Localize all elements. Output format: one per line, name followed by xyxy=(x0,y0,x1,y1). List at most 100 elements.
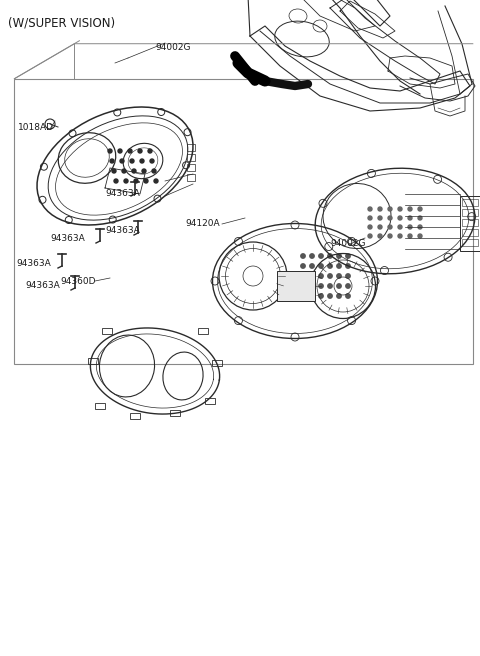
Circle shape xyxy=(310,284,314,288)
Circle shape xyxy=(328,254,332,258)
Circle shape xyxy=(134,179,138,183)
Circle shape xyxy=(337,254,341,258)
Bar xyxy=(462,239,478,246)
Circle shape xyxy=(138,149,142,153)
Circle shape xyxy=(310,294,314,298)
Circle shape xyxy=(310,274,314,278)
Circle shape xyxy=(148,149,152,153)
Circle shape xyxy=(301,284,305,288)
Circle shape xyxy=(408,216,412,220)
Circle shape xyxy=(328,264,332,268)
Bar xyxy=(187,174,195,181)
Circle shape xyxy=(388,225,392,229)
Circle shape xyxy=(378,216,382,220)
Text: 1018AD: 1018AD xyxy=(18,123,54,132)
Text: 94363A: 94363A xyxy=(105,189,140,198)
Circle shape xyxy=(120,159,124,163)
Circle shape xyxy=(114,179,118,183)
Circle shape xyxy=(346,264,350,268)
Bar xyxy=(462,219,478,226)
Circle shape xyxy=(337,284,341,288)
Circle shape xyxy=(319,294,323,298)
Circle shape xyxy=(310,254,314,258)
Circle shape xyxy=(128,149,132,153)
Circle shape xyxy=(310,264,314,268)
Circle shape xyxy=(408,207,412,211)
Circle shape xyxy=(346,294,350,298)
Text: 94363A: 94363A xyxy=(50,234,85,243)
Bar xyxy=(187,144,195,151)
Text: 94363A: 94363A xyxy=(105,226,140,235)
Circle shape xyxy=(337,294,341,298)
Circle shape xyxy=(140,159,144,163)
Circle shape xyxy=(398,216,402,220)
Circle shape xyxy=(346,274,350,278)
Bar xyxy=(462,209,478,216)
Bar xyxy=(277,271,315,301)
Circle shape xyxy=(301,254,305,258)
Circle shape xyxy=(122,169,126,173)
Text: 94002G: 94002G xyxy=(155,43,191,52)
Circle shape xyxy=(408,234,412,238)
Text: 94360D: 94360D xyxy=(60,277,96,286)
Bar xyxy=(170,410,180,416)
Circle shape xyxy=(378,207,382,211)
Bar xyxy=(14,79,473,364)
Circle shape xyxy=(368,216,372,220)
Circle shape xyxy=(132,169,136,173)
Circle shape xyxy=(301,294,305,298)
Bar xyxy=(462,229,478,236)
Bar xyxy=(205,398,215,404)
Circle shape xyxy=(130,159,134,163)
Circle shape xyxy=(328,274,332,278)
Bar xyxy=(212,360,222,366)
Circle shape xyxy=(418,225,422,229)
Circle shape xyxy=(328,284,332,288)
Bar xyxy=(88,358,98,364)
Text: 94002G: 94002G xyxy=(330,239,365,248)
Circle shape xyxy=(337,264,341,268)
Circle shape xyxy=(301,264,305,268)
Circle shape xyxy=(110,159,114,163)
Circle shape xyxy=(319,254,323,258)
Circle shape xyxy=(154,179,158,183)
Circle shape xyxy=(408,225,412,229)
Circle shape xyxy=(142,169,146,173)
Circle shape xyxy=(124,179,128,183)
Bar xyxy=(462,199,478,206)
Circle shape xyxy=(301,274,305,278)
Circle shape xyxy=(378,225,382,229)
Text: 94363A: 94363A xyxy=(16,259,51,268)
Circle shape xyxy=(418,234,422,238)
Circle shape xyxy=(398,225,402,229)
Text: 94120A: 94120A xyxy=(185,219,220,228)
Bar xyxy=(460,196,480,251)
Bar xyxy=(187,164,195,171)
Circle shape xyxy=(368,225,372,229)
Circle shape xyxy=(319,284,323,288)
Circle shape xyxy=(368,234,372,238)
Bar xyxy=(187,154,195,161)
Circle shape xyxy=(398,234,402,238)
Circle shape xyxy=(346,284,350,288)
Circle shape xyxy=(118,149,122,153)
Bar xyxy=(95,403,105,409)
Circle shape xyxy=(378,234,382,238)
Bar xyxy=(130,413,140,419)
Bar xyxy=(198,328,208,334)
Circle shape xyxy=(152,169,156,173)
Circle shape xyxy=(108,149,112,153)
Circle shape xyxy=(388,207,392,211)
Circle shape xyxy=(388,216,392,220)
Circle shape xyxy=(328,294,332,298)
Circle shape xyxy=(418,207,422,211)
Circle shape xyxy=(388,234,392,238)
Circle shape xyxy=(150,159,154,163)
Circle shape xyxy=(346,254,350,258)
Circle shape xyxy=(337,274,341,278)
Circle shape xyxy=(368,207,372,211)
Circle shape xyxy=(418,216,422,220)
Text: 94363A: 94363A xyxy=(25,281,60,290)
Circle shape xyxy=(319,264,323,268)
Circle shape xyxy=(144,179,148,183)
